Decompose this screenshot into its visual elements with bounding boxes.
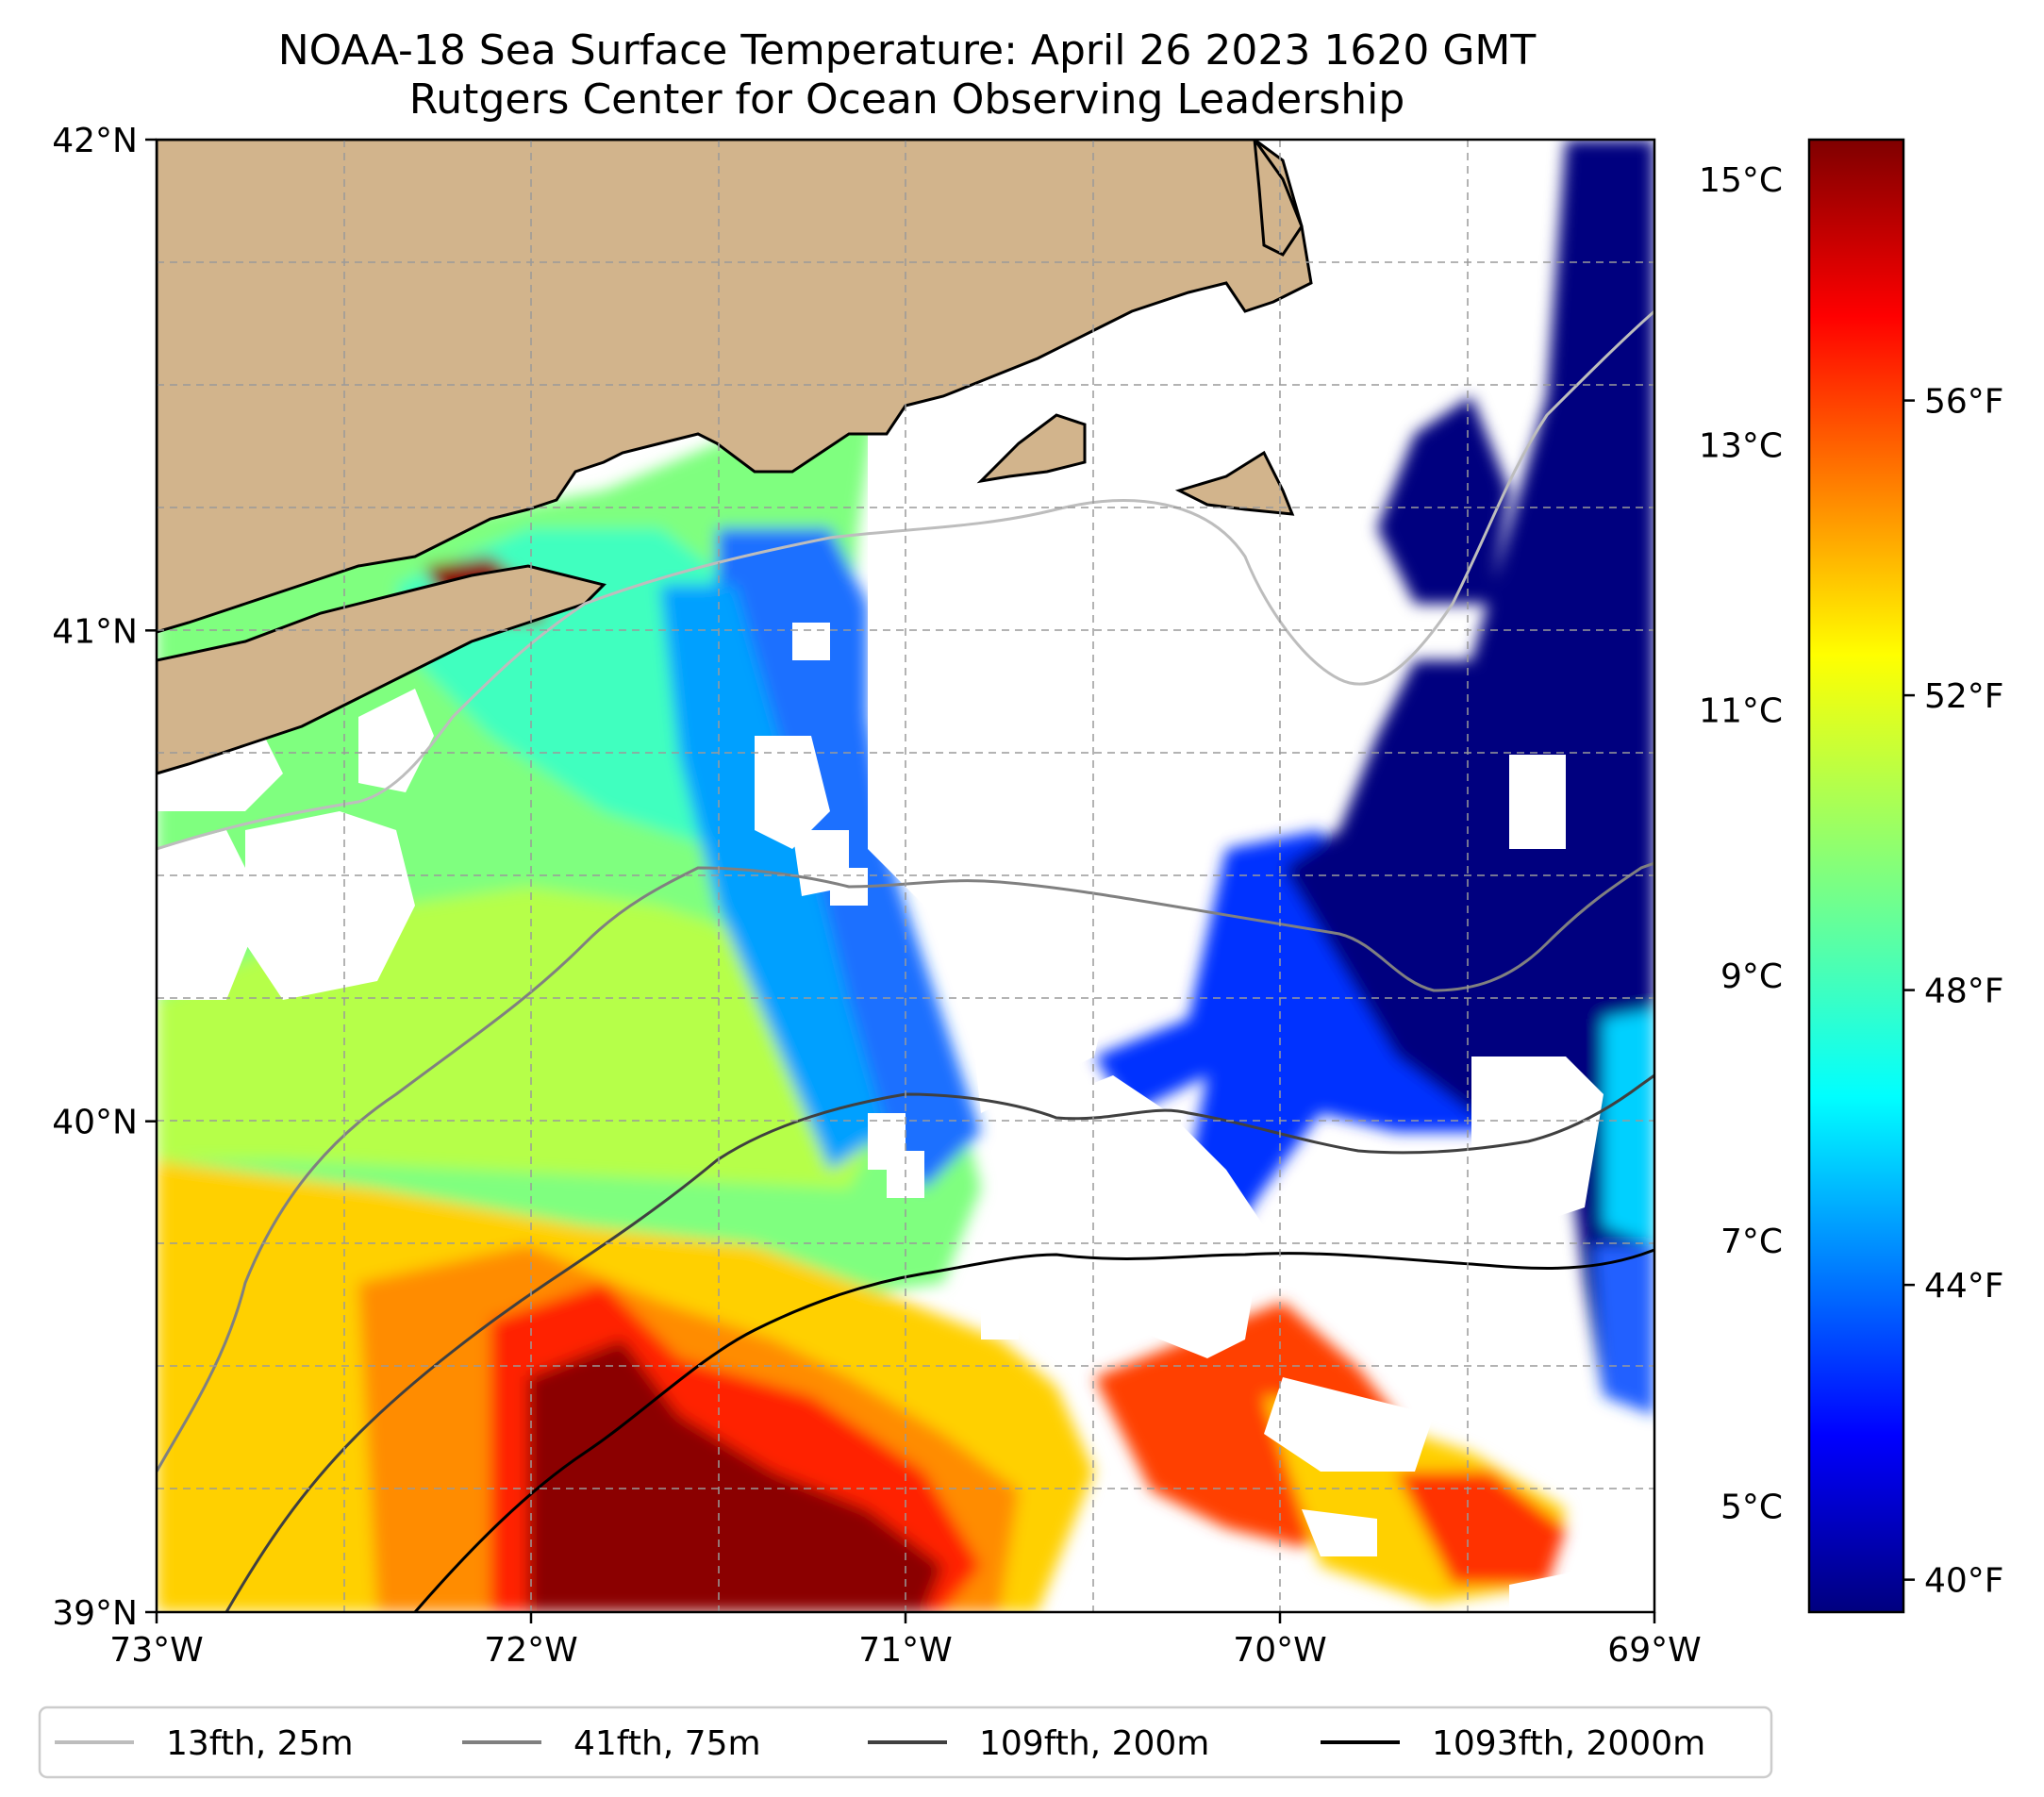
cloud-mask [157, 140, 1654, 1612]
contour-200m [224, 1073, 1654, 1612]
legend-label-1: 41fth, 75m [573, 1724, 761, 1763]
fahrenheit-tick-label-1: 44°F [1924, 1267, 2004, 1306]
map-title: NOAA-18 Sea Surface Temperature: April 2… [277, 26, 1537, 75]
legend-label-2: 109fth, 200m [979, 1724, 1209, 1763]
latitude-axis: 42°N 41°N 40°N 39°N [52, 122, 157, 1633]
fahrenheit-tick-label-2: 48°F [1924, 973, 2004, 1011]
colorbar-gradient [1807, 138, 1905, 1614]
bathymetry-contours [157, 309, 1654, 1612]
lat-tick-label-2: 40°N [52, 1104, 138, 1142]
lat-tick-label-3: 39°N [52, 1594, 138, 1633]
legend-label-3: 1093fth, 2000m [1432, 1724, 1705, 1763]
lon-tick-label-0: 73°W [109, 1631, 203, 1670]
contour-75m [157, 861, 1654, 1473]
celsius-tick-label-1: 7°C [1720, 1223, 1783, 1261]
colorbar-celsius-axis: 5°C 7°C 9°C 11°C 13°C 15°C [1699, 161, 1783, 1526]
lon-tick-label-1: 72°W [484, 1631, 577, 1670]
celsius-tick-label-5: 15°C [1699, 161, 1783, 200]
celsius-tick-label-0: 5°C [1720, 1488, 1783, 1526]
map-plot-area [157, 140, 1654, 1612]
fahrenheit-tick-label-4: 56°F [1924, 383, 2004, 422]
lon-tick-label-4: 69°W [1607, 1631, 1701, 1670]
celsius-tick-label-3: 11°C [1699, 692, 1783, 731]
map-subtitle: Rutgers Center for Ocean Observing Leade… [408, 75, 1405, 124]
gridlines [157, 140, 1654, 1612]
contour-legend: 13fth, 25m 41fth, 75m 109fth, 200m 1093fth,… [38, 1705, 1773, 1779]
longitude-axis: 73°W 72°W 71°W 70°W 69°W [109, 1612, 1702, 1670]
fahrenheit-tick-label-3: 52°F [1924, 677, 2004, 716]
lon-tick-label-2: 71°W [858, 1631, 952, 1670]
legend-label-0: 13fth, 25m [166, 1724, 354, 1763]
celsius-tick-label-4: 13°C [1699, 426, 1783, 465]
lon-tick-label-3: 70°W [1233, 1631, 1326, 1670]
contour-2000m [413, 1248, 1654, 1612]
lat-tick-label-0: 42°N [52, 122, 138, 160]
celsius-tick-label-2: 9°C [1720, 957, 1783, 996]
fahrenheit-tick-label-0: 40°F [1924, 1562, 2004, 1601]
lat-tick-label-1: 41°N [52, 612, 138, 651]
colorbar-fahrenheit-axis: 40°F 44°F 48°F 52°F 56°F [1903, 383, 2004, 1601]
colorbar: 5°C 7°C 9°C 11°C 13°C 15°C 40°F 44°F 48°F 52°F 56… [1699, 138, 2004, 1614]
contour-25m [157, 309, 1654, 851]
